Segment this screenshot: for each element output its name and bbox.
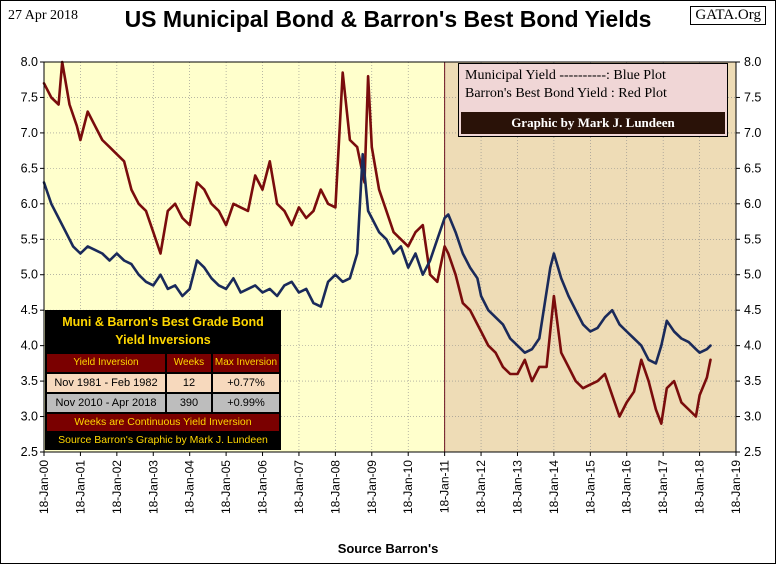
chart-title: US Municipal Bond & Barron's Best Bond Y… xyxy=(124,6,652,32)
inversion-header-row: Yield Inversion Weeks Max Inversion xyxy=(47,354,279,372)
y-tick-label: 2.5 xyxy=(21,445,38,459)
y-tick-label: 6.0 xyxy=(744,197,761,211)
inversion-title-2: Yield Inversions xyxy=(115,333,211,347)
y-tick-label: 3.5 xyxy=(744,374,761,388)
x-tick-label: 18-Jan-05 xyxy=(219,460,233,514)
x-tick-label: 18-Jan-18 xyxy=(693,460,707,514)
y-tick-label: 3.5 xyxy=(21,374,38,388)
y-tick-label: 6.5 xyxy=(21,161,38,175)
x-tick-label: 18-Jan-16 xyxy=(620,460,634,514)
y-tick-label: 3.0 xyxy=(744,410,761,424)
x-tick-label: 18-Jan-17 xyxy=(656,460,670,514)
legend-credit: Graphic by Mark J. Lundeen xyxy=(461,112,725,134)
x-tick-label: 18-Jan-09 xyxy=(365,460,379,514)
y-tick-label: 5.5 xyxy=(744,232,761,246)
y-tick-label: 2.5 xyxy=(744,445,761,459)
y-tick-label: 4.0 xyxy=(21,339,38,353)
legend-barron: Barron's Best Bond Yield : Red Plot xyxy=(465,86,667,101)
y-tick-label: 7.0 xyxy=(744,126,761,140)
x-tick-label: 18-Jan-03 xyxy=(146,460,160,514)
row1-period: Nov 1981 - Feb 1982 xyxy=(47,374,165,392)
y-axis-left: 2.5 3.0 3.5 4.0 4.5 5.0 5.5 6.0 6.5 7.0 7.5 8.0 xyxy=(21,55,44,459)
legend-box: Municipal Yield ----------: Blue Plot Ba… xyxy=(458,63,728,137)
table-row: Nov 1981 - Feb 1982 12 +0.77% xyxy=(47,374,279,392)
x-tick-label: 18-Jan-10 xyxy=(401,460,415,514)
legend-muni: Municipal Yield ----------: Blue Plot xyxy=(465,68,666,83)
series-line-barrons xyxy=(42,60,712,425)
x-tick-label: 18-Jan-08 xyxy=(328,460,342,514)
row2-weeks: 390 xyxy=(167,394,211,412)
inversion-table: Muni & Barron's Best Grade Bond Yield In… xyxy=(45,310,281,450)
x-tick-label: 18-Jan-12 xyxy=(474,460,488,514)
y-tick-label: 8.0 xyxy=(744,55,761,69)
x-tick-label: 18-Jan-14 xyxy=(547,460,561,514)
x-tick-label: 18-Jan-06 xyxy=(256,460,270,514)
x-tick-label: 18-Jan-04 xyxy=(183,460,197,514)
y-tick-label: 3.0 xyxy=(21,410,38,424)
inversion-note-2: Source Barron's Graphic by Mark J. Lunde… xyxy=(47,432,279,449)
x-tick-label: 18-Jan-11 xyxy=(438,460,452,513)
x-tick-label: 18-Jan-01 xyxy=(73,460,87,514)
y-axis-right: 2.5 3.0 3.5 4.0 4.5 5.0 5.5 6.0 6.5 7.0 7.5 8.0 xyxy=(736,55,761,459)
inversion-title-1: Muni & Barron's Best Grade Bond xyxy=(62,315,264,329)
y-tick-label: 5.5 xyxy=(21,232,38,246)
header-max-inversion: Max Inversion xyxy=(213,354,279,372)
x-tick-label: 18-Jan-13 xyxy=(510,460,524,514)
x-tick-label: 18-Jan-19 xyxy=(729,460,743,514)
inversion-note-1: Weeks are Continuous Yield Inversion xyxy=(47,414,279,431)
y-tick-label: 7.5 xyxy=(21,90,38,104)
row2-max: +0.99% xyxy=(213,394,279,412)
y-tick-label: 7.5 xyxy=(744,90,761,104)
x-caption: Source Barron's xyxy=(337,541,439,556)
y-tick-label: 5.0 xyxy=(744,268,761,282)
x-tick-label: 18-Jan-02 xyxy=(110,460,124,514)
x-axis: 18-Jan-00 18-Jan-01 18-Jan-02 18-Jan-03 18-J… xyxy=(37,452,743,514)
date-label: 27 Apr 2018 xyxy=(8,8,78,23)
header-weeks: Weeks xyxy=(167,354,211,372)
header-yield-inversion: Yield Inversion xyxy=(47,354,165,372)
row1-max: +0.77% xyxy=(213,374,279,392)
y-tick-label: 4.0 xyxy=(744,339,761,353)
plot-border xyxy=(43,61,737,453)
y-tick-label: 6.5 xyxy=(744,161,761,175)
site-label: GATA.Org xyxy=(690,6,766,25)
y-tick-label: 5.0 xyxy=(21,268,38,282)
x-tick-label: 18-Jan-00 xyxy=(37,460,51,514)
y-tick-label: 4.5 xyxy=(744,303,761,317)
series-group xyxy=(42,60,712,425)
y-tick-label: 8.0 xyxy=(21,55,38,69)
y-tick-label: 7.0 xyxy=(21,126,38,140)
row2-period: Nov 2010 - Apr 2018 xyxy=(47,394,165,412)
x-tick-label: 18-Jan-07 xyxy=(292,460,306,514)
y-tick-label: 4.5 xyxy=(21,303,38,317)
table-row: Nov 2010 - Apr 2018 390 +0.99% xyxy=(47,394,279,412)
row1-weeks: 12 xyxy=(167,374,211,392)
x-tick-label: 18-Jan-15 xyxy=(583,460,597,514)
series-line-municipal xyxy=(42,152,712,365)
y-tick-label: 6.0 xyxy=(21,197,38,211)
